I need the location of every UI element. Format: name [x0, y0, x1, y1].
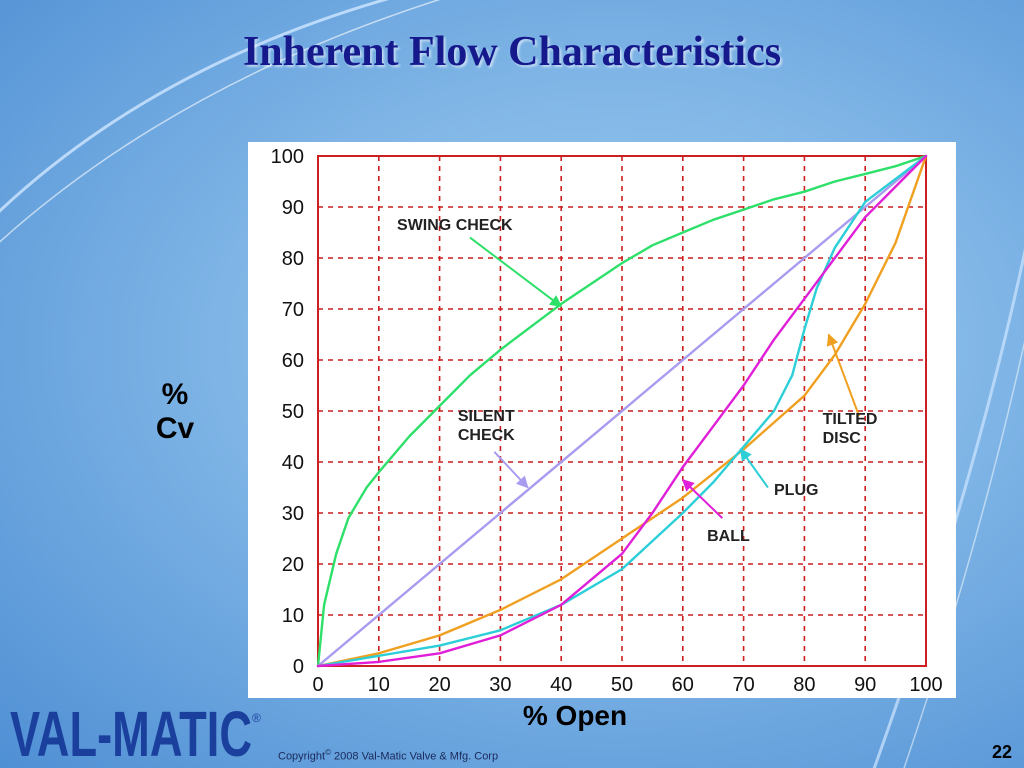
x-tick-label: 40: [550, 674, 572, 696]
y-tick-label: 70: [282, 299, 304, 321]
x-tick-label: 80: [793, 674, 815, 696]
x-axis-label: % Open: [522, 700, 628, 731]
annotation-label-ball: BALL: [707, 528, 750, 545]
copyright-prefix: Copyright: [278, 750, 326, 763]
y-tick-label: 10: [282, 605, 304, 627]
y-tick-label: 40: [282, 452, 304, 474]
y-tick-label: 100: [271, 146, 304, 168]
x-tick-label: 10: [368, 674, 390, 696]
x-tick-label: 60: [672, 674, 694, 696]
annotation-arrow-silent: [493, 451, 529, 489]
flow-characteristics-chart: 0 10 20 30 40 50 60 70 80 90 100 0 10 20 30 40 50 60 70 80 9…: [271, 146, 943, 696]
annotation-label-swing: SWING CHECK: [397, 217, 513, 234]
y-tick-label: 30: [282, 503, 304, 525]
logo-registered-mark: ®: [252, 711, 261, 725]
y-tick-label: 80: [282, 248, 304, 270]
series-line-silent-check: [316, 154, 928, 668]
series-line-plug: [316, 154, 928, 668]
x-tick-label: 30: [489, 674, 511, 696]
annotation-arrow-tilted: [826, 333, 861, 417]
logo-graphic: VAL-MATIC ®: [10, 698, 261, 766]
plot-frame: [317, 155, 927, 667]
series-line-ball: [316, 154, 928, 668]
y-axis-label-line-1: %: [161, 378, 189, 411]
logo-text: VAL-MATIC: [10, 698, 252, 766]
copyright-symbol: ©: [325, 748, 331, 757]
annotation-arrow-plug: [739, 448, 769, 489]
y-axis-label: % Cv: [140, 378, 210, 446]
series-line-tilted-disc: [316, 154, 928, 668]
annotation-arrow-swing: [469, 236, 563, 308]
copyright-notice: Copyright© 2008 Val-Matic Valve & Mfg. C…: [278, 748, 498, 763]
x-tick-label: 90: [854, 674, 876, 696]
y-tick-label: 60: [282, 350, 304, 372]
x-tick-label: 20: [428, 674, 450, 696]
y-tick-label: 0: [293, 656, 304, 678]
y-tick-label: 20: [282, 554, 304, 576]
slide-title: Inherent Flow Characteristics: [242, 29, 782, 75]
annotation-label-tilted: TILTED: [823, 411, 878, 428]
annotation-arrow-ball: [681, 479, 724, 519]
y-axis-label-line-2: Cv: [155, 412, 195, 445]
x-tick-label: 70: [732, 674, 754, 696]
annotation-label-silent: CHECK: [458, 427, 515, 444]
y-tick-label: 90: [282, 197, 304, 219]
x-tick-label: 0: [312, 674, 323, 696]
annotation-label-silent: SILENT: [458, 408, 515, 425]
annotation-label-plug: PLUG: [774, 482, 818, 499]
slide-number: 22: [991, 742, 1012, 762]
series-line-swing-check: [316, 154, 928, 668]
y-tick-label: 50: [282, 401, 304, 423]
chart-panel: 0 10 20 30 40 50 60 70 80 90 100 0 10 20 30 40 50 60 70 80 9…: [248, 142, 956, 698]
x-tick-label: 50: [611, 674, 633, 696]
x-tick-label: 100: [909, 674, 942, 696]
annotation-label-tilted: DISC: [823, 430, 862, 447]
copyright-rest: 2008 Val-Matic Valve & Mfg. Corp: [330, 750, 499, 763]
val-matic-logo: VAL-MATIC ®: [8, 694, 270, 766]
